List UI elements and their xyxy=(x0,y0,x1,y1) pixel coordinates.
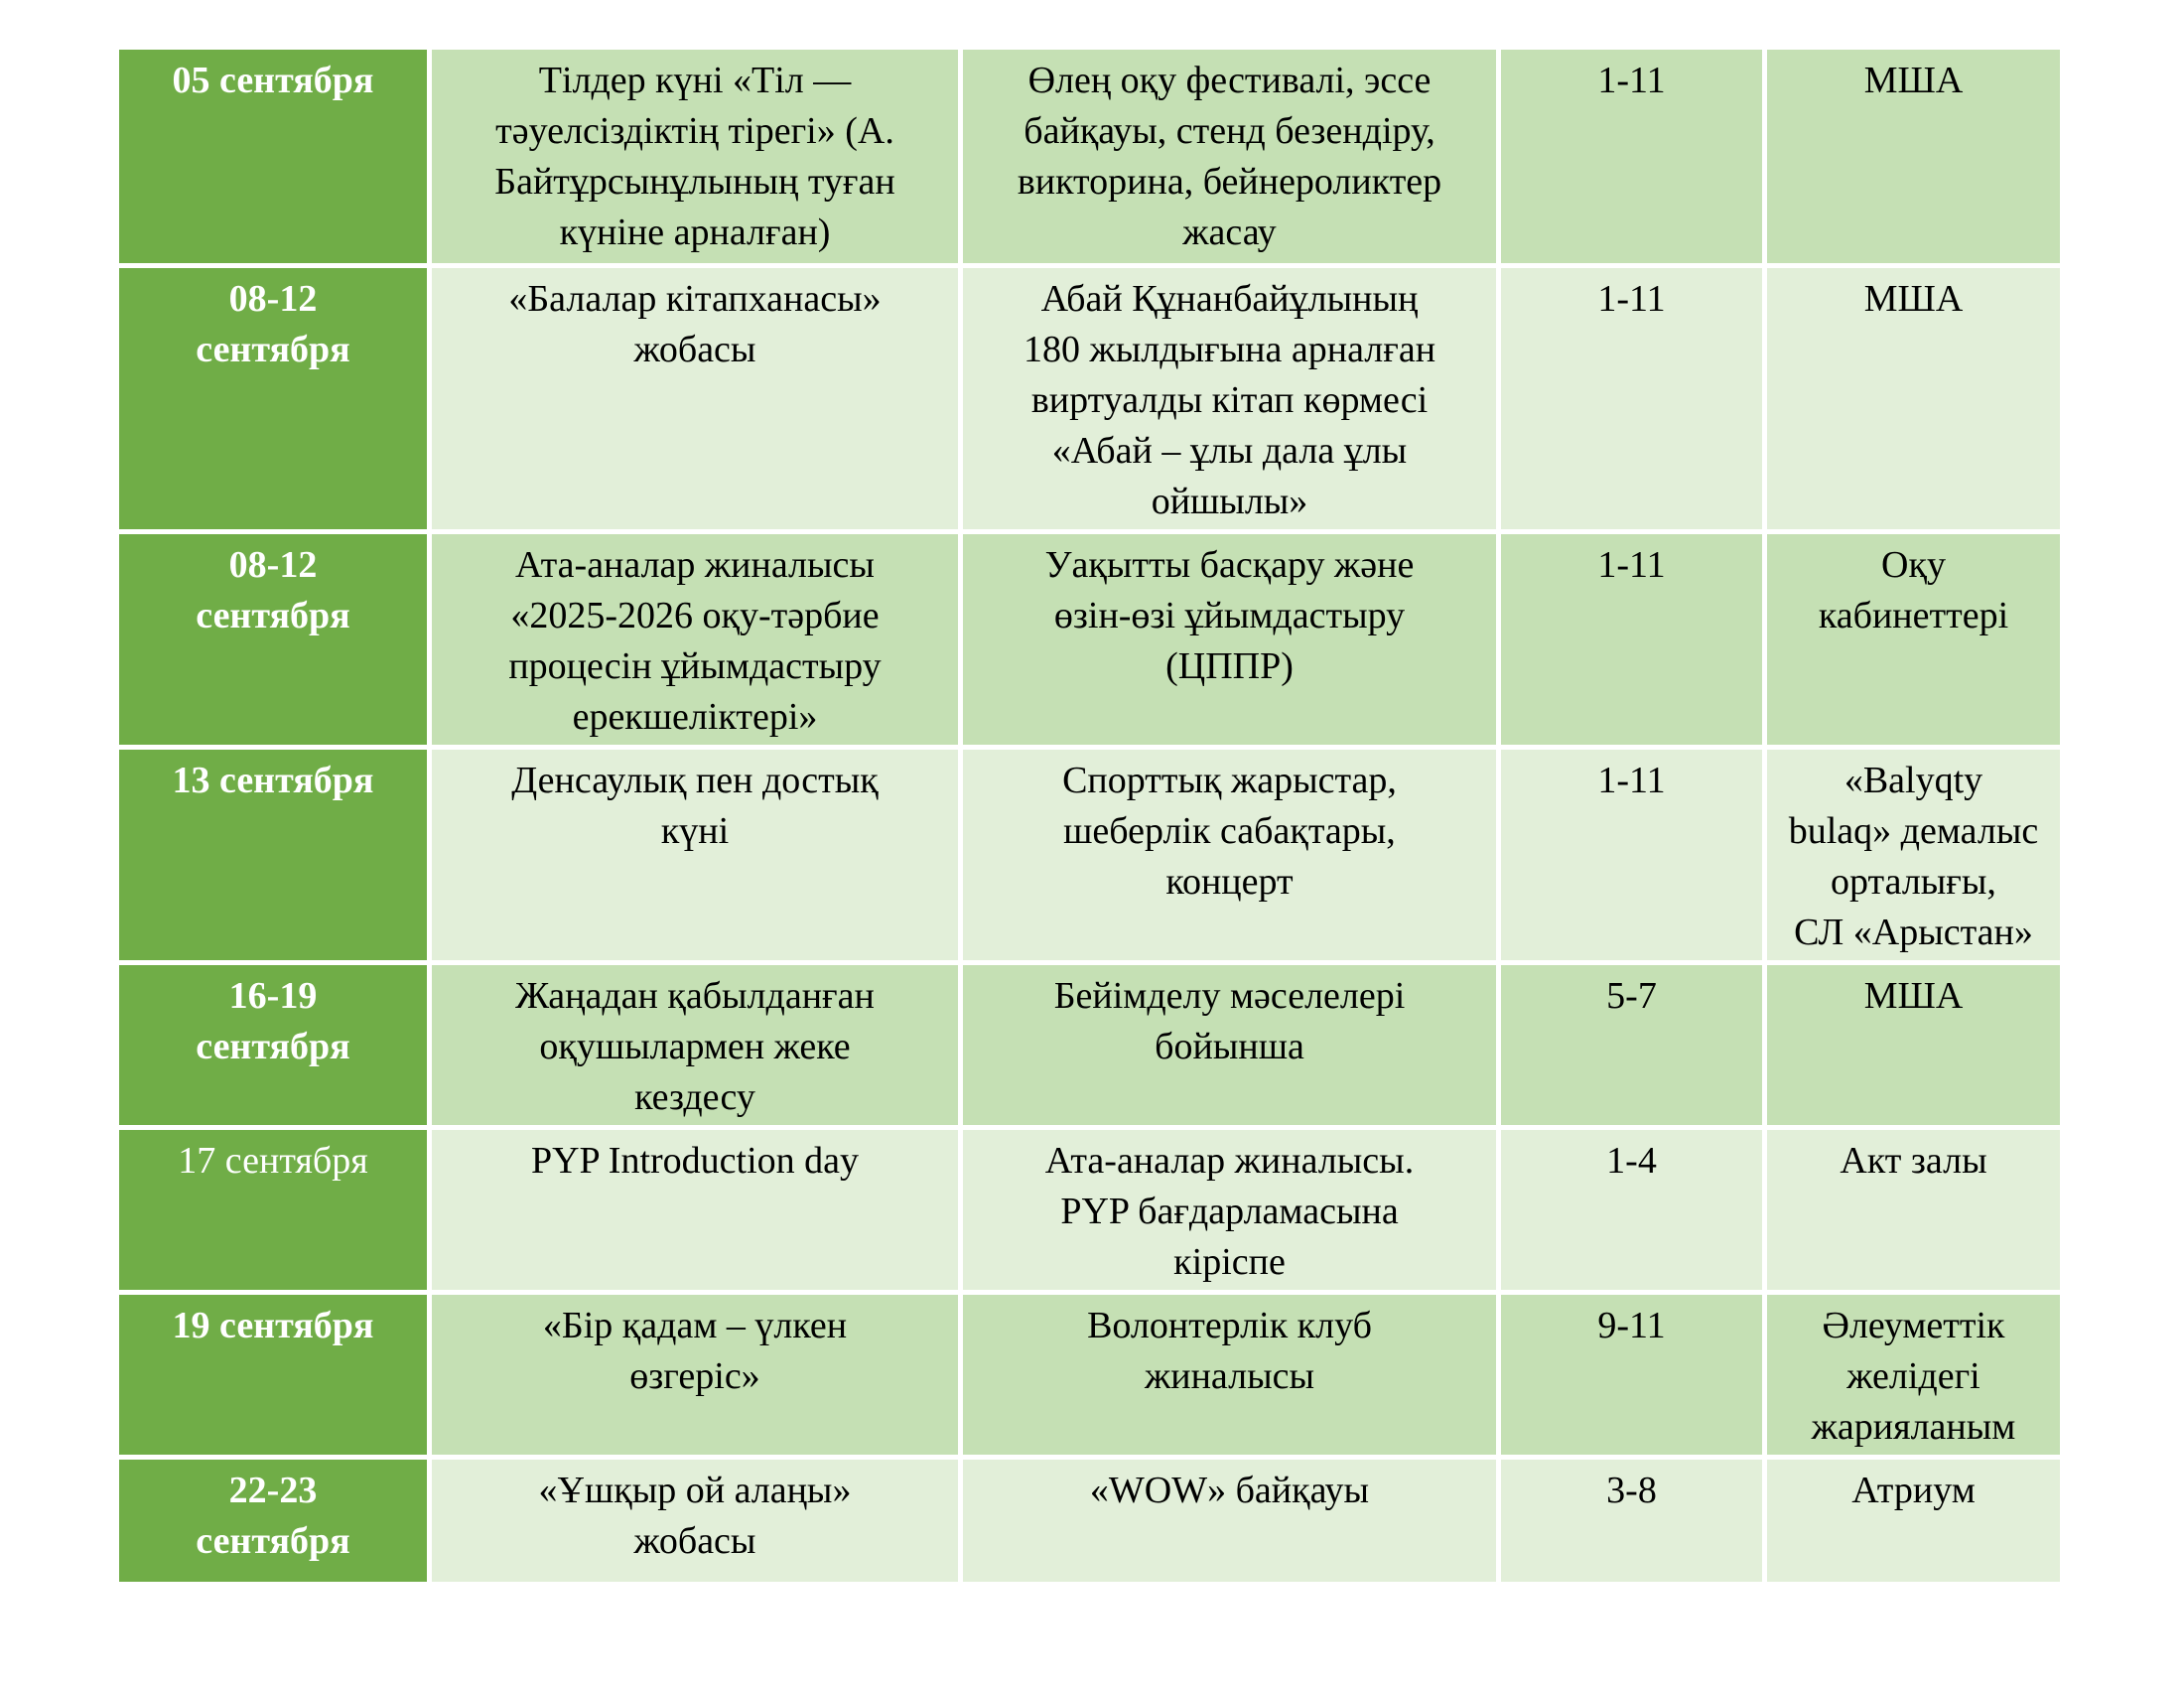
location-cell: МША xyxy=(1762,45,2065,268)
activity-cell: Спорттық жарыстар, шеберлік сабақтары, к… xyxy=(958,745,1501,965)
event-name-cell: Тілдер күні «Тіл — тәуелсіздіктің тірегі… xyxy=(427,45,963,268)
date-cell: 16-19 сентября xyxy=(114,960,432,1130)
date-cell: 22-23 сентября xyxy=(114,1455,432,1587)
event-name-cell: PYP Introduction day xyxy=(427,1125,963,1295)
date-cell: 08-12 сентября xyxy=(114,529,432,750)
table-row: 08-12 сентября Ата-аналар жиналысы «2025… xyxy=(114,529,2065,750)
grades-cell: 1-11 xyxy=(1496,745,1767,965)
events-schedule-table: 05 сентября Тілдер күні «Тіл — тәуелсізд… xyxy=(114,45,2065,1587)
location-cell: «Balyqty bulaq» демалыс орталығы, СЛ «Ар… xyxy=(1762,745,2065,965)
table-row: 17 сентября PYP Introduction day Ата-ана… xyxy=(114,1125,2065,1295)
grades-cell: 1-11 xyxy=(1496,45,1767,268)
date-cell: 17 сентября xyxy=(114,1125,432,1295)
date-cell: 19 сентября xyxy=(114,1290,432,1460)
activity-cell: Бейімделу мәселелері бойынша xyxy=(958,960,1501,1130)
grades-cell: 5-7 xyxy=(1496,960,1767,1130)
location-cell: Оқу кабинеттері xyxy=(1762,529,2065,750)
location-cell: Акт залы xyxy=(1762,1125,2065,1295)
date-cell: 05 сентября xyxy=(114,45,432,268)
date-cell: 08-12 сентября xyxy=(114,263,432,534)
event-name-cell: Жаңадан қабылданған оқушылармен жеке кез… xyxy=(427,960,963,1130)
grades-cell: 1-11 xyxy=(1496,263,1767,534)
activity-cell: Өлең оқу фестивалі, эссе байқауы, стенд … xyxy=(958,45,1501,268)
activity-cell: Волонтерлік клуб жиналысы xyxy=(958,1290,1501,1460)
activity-cell: «WOW» байқауы xyxy=(958,1455,1501,1587)
grades-cell: 1-4 xyxy=(1496,1125,1767,1295)
activity-cell: Абай Құнанбайұлының 180 жылдығына арналғ… xyxy=(958,263,1501,534)
location-cell: Әлеуметтік желідегі жарияланым xyxy=(1762,1290,2065,1460)
table-row: 05 сентября Тілдер күні «Тіл — тәуелсізд… xyxy=(114,45,2065,268)
location-cell: МША xyxy=(1762,960,2065,1130)
event-name-cell: «Бір қадам – үлкен өзгеріс» xyxy=(427,1290,963,1460)
location-cell: Атриум xyxy=(1762,1455,2065,1587)
event-name-cell: «Балалар кітапханасы» жобасы xyxy=(427,263,963,534)
table-row: 16-19 сентября Жаңадан қабылданған оқушы… xyxy=(114,960,2065,1130)
grades-cell: 1-11 xyxy=(1496,529,1767,750)
location-cell: МША xyxy=(1762,263,2065,534)
grades-cell: 3-8 xyxy=(1496,1455,1767,1587)
date-cell: 13 сентября xyxy=(114,745,432,965)
event-name-cell: Денсаулық пен достық күні xyxy=(427,745,963,965)
table-row: 08-12 сентября «Балалар кітапханасы» жоб… xyxy=(114,263,2065,534)
table-row: 22-23 сентября «Ұшқыр ой алаңы» жобасы «… xyxy=(114,1455,2065,1587)
activity-cell: Уақытты басқару және өзін-өзі ұйымдастыр… xyxy=(958,529,1501,750)
grades-cell: 9-11 xyxy=(1496,1290,1767,1460)
event-name-cell: Ата-аналар жиналысы «2025-2026 оқу-тәрби… xyxy=(427,529,963,750)
activity-cell: Ата-аналар жиналысы. PYP бағдарламасына … xyxy=(958,1125,1501,1295)
event-name-cell: «Ұшқыр ой алаңы» жобасы xyxy=(427,1455,963,1587)
table-row: 13 сентября Денсаулық пен достық күні Сп… xyxy=(114,745,2065,965)
table-row: 19 сентября «Бір қадам – үлкен өзгеріс» … xyxy=(114,1290,2065,1460)
